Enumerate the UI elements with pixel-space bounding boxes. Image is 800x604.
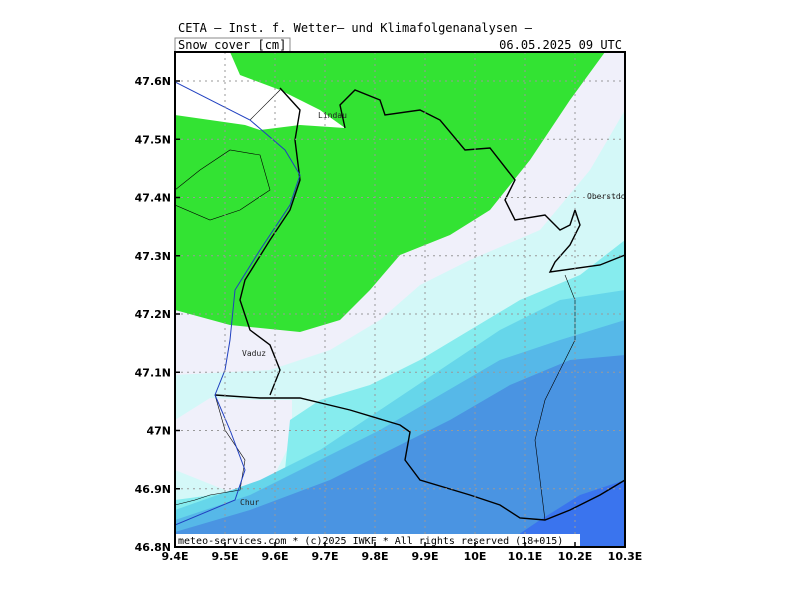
snow-band: [175, 355, 625, 547]
y-tick-label: 47.2N: [135, 308, 171, 321]
y-tick-label: 47N: [146, 425, 171, 438]
y-tick-label: 47.1N: [135, 366, 171, 379]
lake-area: [175, 52, 345, 130]
footer: meteo-services.com * (c)2025 IWKF * All …: [178, 536, 563, 547]
y-tick-label: 47.6N: [135, 75, 171, 88]
map-area: Lindau Oberstdorf Vaduz Chur meteo-services…: [175, 52, 635, 547]
place-label: Lindau: [318, 111, 347, 120]
x-tick-label: 10.2E: [558, 550, 593, 563]
datetime-label: 06.05.2025 09 UTC: [499, 38, 622, 52]
place-label: Chur: [240, 498, 259, 507]
plot-frame: [174, 51, 626, 548]
x-tick-label: 10.1E: [508, 550, 543, 563]
snow-band: [175, 398, 292, 492]
variable-label: Snow_cover [cm]: [178, 38, 286, 52]
x-tick-label: 9.5E: [211, 550, 238, 563]
header-title: CETA — Inst. f. Wetter— und Klimafolgena…: [178, 21, 533, 35]
x-tick-label: 10E: [464, 550, 487, 563]
y-tick-label: 47.5N: [135, 133, 171, 146]
x-tick-label: 9.8E: [361, 550, 388, 563]
x-tick-label: 10.3E: [608, 550, 643, 563]
borders: [214, 87, 625, 521]
place-label: Vaduz: [242, 349, 266, 358]
y-tick-label: 47.3N: [135, 250, 171, 263]
river: [175, 81, 301, 526]
y-tick-label: 47.4N: [135, 192, 171, 205]
x-tick-label: 9.6E: [261, 550, 288, 563]
footer-bg: [176, 534, 580, 546]
x-tick-label: 9.7E: [311, 550, 338, 563]
x-tick-label: 9.9E: [411, 550, 438, 563]
y-tick-label: 46.8N: [135, 541, 171, 554]
x-tick-label: 9.4E: [161, 550, 188, 563]
place-label: Oberstdorf: [587, 192, 635, 201]
y-tick-label: 46.9N: [135, 483, 171, 496]
